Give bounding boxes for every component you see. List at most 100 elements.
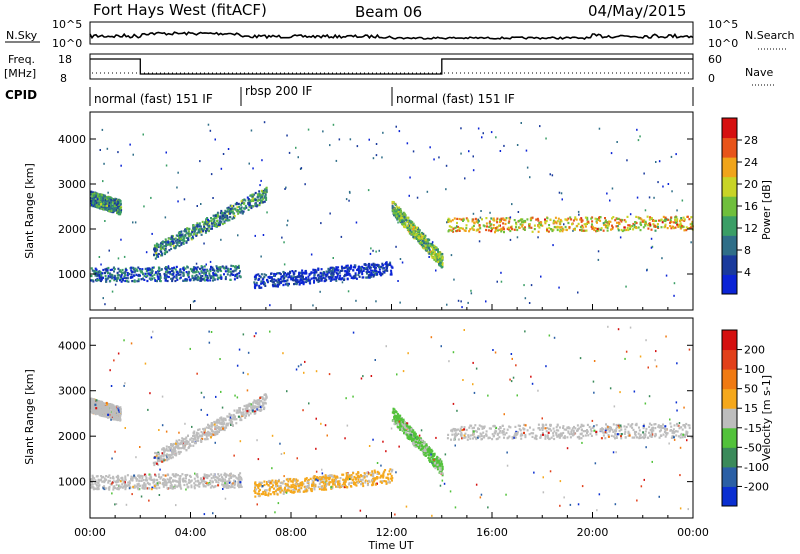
power-echo-cell [115, 201, 118, 204]
power-echo-cell [251, 195, 254, 198]
power-echo-cell [226, 207, 229, 210]
power-echo-cell [220, 209, 223, 213]
power-echo-cell [328, 268, 331, 271]
power-noise-cell [397, 280, 399, 282]
power-echo-cell [418, 241, 421, 244]
velocity-echo-cell [221, 483, 224, 486]
power-echo-cell [130, 269, 133, 272]
power-noise-cell [375, 250, 377, 253]
power-echo-cell [330, 276, 332, 279]
power-echo-cell [399, 221, 402, 224]
velocity-echo-cell [108, 474, 111, 477]
power-echo-cell [211, 218, 214, 221]
power-echo-cell [409, 222, 411, 225]
power-echo-cell [441, 262, 444, 265]
power-echo-cell [483, 225, 486, 228]
power-echo-cell [116, 200, 119, 203]
power-echo-cell [138, 268, 141, 271]
power-echo-cell [451, 229, 454, 232]
power-echo-cell [376, 264, 379, 267]
velocity-echo-cell [124, 475, 127, 478]
power-noise-cell [500, 271, 502, 274]
power-echo-cell [212, 217, 215, 220]
velocity-echo-cell [254, 400, 257, 403]
power-echo-cell [456, 217, 459, 220]
power-echo-cell [405, 219, 408, 222]
power-echo-cell [365, 270, 368, 273]
power-echo-cell [239, 275, 242, 278]
power-echo-cell [192, 268, 195, 271]
power-echo-cell [269, 279, 272, 282]
velocity-echo-cell [105, 413, 108, 416]
power-noise-cell [335, 159, 338, 162]
power-echo-cell [94, 274, 97, 277]
power-echo-cell [187, 232, 190, 235]
power-echo-cell [177, 272, 180, 275]
velocity-echo-cell [193, 430, 196, 433]
velocity-echo-cell [214, 478, 217, 481]
power-echo-cell [607, 223, 610, 226]
power-echo-cell [185, 240, 188, 243]
freq-frame [89, 53, 694, 80]
power-echo-cell [263, 273, 266, 276]
velocity-echo-cell [238, 408, 241, 411]
power-echo-cell [153, 247, 156, 250]
power-echo-cell [346, 267, 349, 270]
velocity-echo-cell [237, 478, 240, 481]
power-echo-cell [205, 218, 208, 221]
power-echo-cell [323, 272, 326, 275]
power-noise-cell [412, 150, 415, 153]
power-noise-cell [690, 241, 692, 244]
velocity-echo-cell [116, 415, 119, 418]
velocity-echo-cell [239, 481, 242, 484]
power-echo-cell [327, 275, 330, 279]
velocity-echo-cell [225, 480, 228, 483]
power-echo-cell [317, 280, 320, 283]
velocity-echo-cell [200, 481, 203, 484]
velocity-echo-cell [172, 447, 175, 450]
power-echo-cell [361, 273, 364, 276]
power-echo-cell [155, 251, 157, 254]
power-noise-cell [120, 238, 122, 241]
power-echo-cell [478, 220, 480, 223]
power-echo-cell [164, 276, 167, 279]
power-echo-cell [187, 230, 190, 233]
power-echo-cell [174, 247, 177, 250]
power-noise-cell [551, 174, 554, 177]
power-noise-cell [369, 252, 372, 255]
power-noise-cell [169, 241, 171, 244]
velocity-echo-cell [208, 433, 211, 436]
power-echo-cell [361, 271, 364, 274]
power-echo-cell [212, 272, 215, 275]
power-echo-cell [448, 220, 451, 223]
velocity-echo-cell [246, 408, 249, 411]
velocity-echo-cell [265, 395, 268, 398]
power-echo-cell [276, 272, 279, 275]
power-echo-cell [101, 198, 104, 201]
velocity-echo-cell [165, 482, 168, 485]
power-echo-cell [569, 216, 572, 219]
power-echo-cell [243, 198, 246, 201]
velocity-echo-cell [181, 479, 184, 482]
power-echo-cell [188, 227, 191, 230]
power-echo-cell [623, 219, 626, 222]
power-echo-cell [280, 275, 283, 279]
velocity-echo-cell [112, 488, 115, 491]
power-noise-cell [617, 225, 619, 227]
power-echo-cell [257, 278, 260, 281]
power-echo-cell [180, 235, 183, 238]
power-echo-cell [618, 222, 620, 225]
power-echo-cell [276, 281, 279, 284]
power-echo-cell [106, 201, 109, 204]
power-echo-cell [633, 226, 636, 229]
power-echo-cell [348, 268, 351, 271]
velocity-echo-cell [206, 438, 209, 441]
power-echo-cell [99, 279, 102, 282]
power-echo-cell [319, 277, 322, 280]
velocity-echo-cell [131, 479, 134, 482]
power-noise-cell [348, 199, 350, 202]
velocity-echo-cell [239, 407, 242, 410]
velocity-echo-cell [192, 444, 195, 447]
velocity-echo-cell [162, 452, 165, 456]
